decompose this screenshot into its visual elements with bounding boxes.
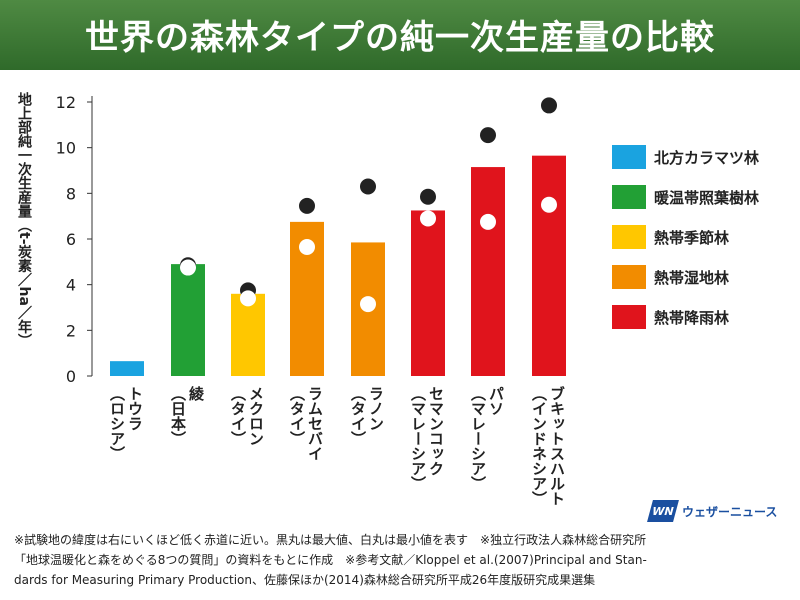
category-label: セマンコック: [427, 386, 445, 476]
legend-label: 北方カラマツ林: [654, 148, 760, 167]
weathernews-logo: WN ウェザーニュース: [647, 500, 778, 522]
logo-text: ウェザーニュース: [682, 504, 778, 519]
min-marker: [240, 290, 256, 307]
y-tick-label: 12: [56, 93, 76, 112]
y-tick-label: 2: [66, 321, 76, 340]
max-marker: [420, 188, 436, 205]
logo-mark: WN: [647, 500, 679, 522]
legend-swatch: [612, 145, 646, 169]
category-sublabel: （マレーシア）: [409, 386, 427, 491]
max-marker: [541, 97, 557, 114]
legend-label: 熱帯湿地林: [654, 268, 730, 287]
y-axis-label: 地上部純一次生産量（t-炭素／ha／年）: [16, 92, 32, 348]
min-marker: [480, 213, 496, 230]
y-tick-label: 8: [66, 184, 76, 203]
legend-label: 熱帯降雨林: [654, 308, 730, 327]
header-bar: 世界の森林タイプの純一次生産量の比較: [0, 0, 800, 70]
bar: [231, 293, 265, 376]
bar: [532, 155, 566, 376]
legend-item-tropical-seasonal: 熱帯季節林: [612, 225, 800, 249]
category-sublabel: （ロシア）: [108, 386, 126, 461]
bar: [110, 361, 144, 376]
footnote-line: 「地球温暖化と森をめぐる8つの質問」の資料をもとに作成 ※参考文献／Kloppe…: [14, 553, 647, 567]
min-marker: [360, 296, 376, 313]
legend-label: 暖温帯照葉樹林: [654, 188, 760, 207]
min-marker: [180, 259, 196, 276]
category-label: パソ: [487, 386, 505, 416]
category-sublabel: （タイ）: [288, 386, 306, 446]
category-sublabel: （タイ）: [349, 386, 367, 446]
bar: [471, 167, 505, 376]
category-sublabel: （日本）: [169, 386, 187, 446]
legend-swatch: [612, 225, 646, 249]
footnote-line: ※試験地の緯度は右にいくほど低く赤道に近い。黒丸は最大値、白丸は最小値を表す ※…: [14, 533, 647, 547]
legend-swatch: [612, 305, 646, 329]
max-marker: [299, 197, 315, 214]
y-tick-label: 6: [66, 230, 76, 249]
category-label: ブキットスハルト: [548, 385, 566, 506]
y-tick-label: 4: [66, 276, 76, 295]
category-label: トウラ: [126, 386, 144, 431]
legend-item-warm-temperate: 暖温帯照葉樹林: [612, 185, 800, 209]
min-marker: [420, 210, 436, 227]
max-marker: [360, 178, 376, 195]
footnote-line: dards for Measuring Primary Production、佐…: [14, 573, 596, 587]
bar: [411, 210, 445, 376]
page-title: 世界の森林タイプの純一次生産量の比較: [85, 18, 715, 58]
min-marker: [299, 238, 315, 255]
legend-swatch: [612, 185, 646, 209]
category-sublabel: （マレーシア）: [469, 386, 487, 491]
category-label: ラノン: [367, 386, 385, 431]
category-sublabel: （タイ）: [229, 386, 247, 446]
legend-swatch: [612, 265, 646, 289]
y-tick-label: 10: [56, 139, 76, 158]
category-label: ラムセバイ: [306, 386, 324, 461]
footnote: ※試験地の緯度は右にいくほど低く赤道に近い。黒丸は最大値、白丸は最小値を表す ※…: [14, 530, 786, 590]
category-label: メクロン: [247, 386, 265, 446]
category-sublabel: （インドネシア）: [530, 386, 548, 506]
legend-item-boreal-larch: 北方カラマツ林: [612, 145, 800, 169]
legend-item-tropical-rain: 熱帯降雨林: [612, 305, 800, 329]
bar: [171, 264, 205, 376]
legend-item-tropical-swamp: 熱帯湿地林: [612, 265, 800, 289]
max-marker: [480, 127, 496, 144]
legend: 北方カラマツ林 暖温帯照葉樹林 熱帯季節林 熱帯湿地林 熱帯降雨林: [612, 145, 800, 345]
legend-label: 熱帯季節林: [654, 228, 730, 247]
min-marker: [541, 196, 557, 213]
y-tick-label: 0: [66, 367, 76, 386]
category-label: 綾: [187, 385, 205, 402]
